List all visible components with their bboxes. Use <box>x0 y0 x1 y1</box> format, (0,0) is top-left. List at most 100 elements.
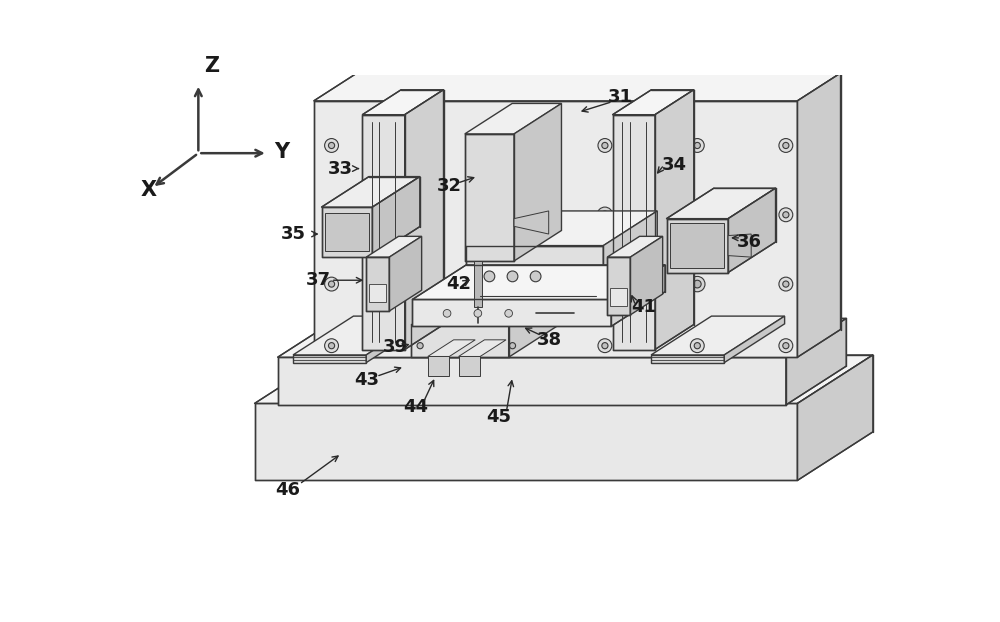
Circle shape <box>325 208 338 221</box>
Circle shape <box>779 208 793 221</box>
Circle shape <box>694 343 700 349</box>
Circle shape <box>783 211 789 218</box>
Circle shape <box>779 139 793 152</box>
Text: 45: 45 <box>486 407 511 425</box>
Circle shape <box>690 208 704 221</box>
Text: 32: 32 <box>437 177 462 195</box>
Circle shape <box>413 339 427 353</box>
Circle shape <box>509 281 516 288</box>
Polygon shape <box>389 236 422 311</box>
Text: 38: 38 <box>537 330 562 348</box>
Polygon shape <box>366 236 422 257</box>
Circle shape <box>325 139 338 152</box>
Text: 43: 43 <box>354 371 379 389</box>
Polygon shape <box>405 90 444 350</box>
Circle shape <box>602 343 608 349</box>
Polygon shape <box>613 90 694 114</box>
Polygon shape <box>412 299 611 327</box>
Circle shape <box>509 343 516 349</box>
Circle shape <box>328 211 335 218</box>
Polygon shape <box>366 316 427 363</box>
Polygon shape <box>325 213 369 251</box>
Circle shape <box>690 276 705 292</box>
Polygon shape <box>428 356 449 376</box>
Circle shape <box>598 339 612 353</box>
Circle shape <box>474 310 482 317</box>
Circle shape <box>505 310 512 317</box>
Circle shape <box>325 339 338 353</box>
Text: Y: Y <box>274 142 289 162</box>
Polygon shape <box>514 103 561 261</box>
Polygon shape <box>509 289 563 357</box>
Text: 41: 41 <box>631 298 656 316</box>
Polygon shape <box>369 284 386 302</box>
Circle shape <box>509 142 516 149</box>
Polygon shape <box>362 114 405 350</box>
Polygon shape <box>412 265 665 299</box>
Circle shape <box>779 339 793 353</box>
Circle shape <box>598 139 612 152</box>
Circle shape <box>601 211 609 218</box>
Polygon shape <box>293 355 366 363</box>
Polygon shape <box>655 90 694 350</box>
Polygon shape <box>362 90 444 114</box>
Polygon shape <box>728 234 751 257</box>
Circle shape <box>413 139 427 152</box>
Text: 34: 34 <box>662 156 687 174</box>
Circle shape <box>507 271 518 282</box>
Polygon shape <box>366 257 389 311</box>
Polygon shape <box>797 73 841 357</box>
Circle shape <box>783 281 789 287</box>
Polygon shape <box>322 177 420 207</box>
Polygon shape <box>314 101 797 357</box>
Circle shape <box>690 139 704 152</box>
Circle shape <box>783 343 789 349</box>
Polygon shape <box>314 73 841 101</box>
Polygon shape <box>322 207 372 257</box>
Text: 31: 31 <box>608 88 633 106</box>
Polygon shape <box>724 316 785 363</box>
Polygon shape <box>293 316 427 355</box>
Text: 46: 46 <box>275 481 300 499</box>
Polygon shape <box>670 223 724 268</box>
Circle shape <box>484 271 495 282</box>
Polygon shape <box>255 355 873 404</box>
Polygon shape <box>607 236 663 257</box>
Polygon shape <box>610 288 627 305</box>
Polygon shape <box>514 211 549 234</box>
Polygon shape <box>255 404 797 480</box>
Text: Z: Z <box>205 57 220 77</box>
Polygon shape <box>728 188 776 272</box>
Polygon shape <box>428 340 475 356</box>
Polygon shape <box>613 114 655 350</box>
Polygon shape <box>459 356 480 376</box>
Polygon shape <box>474 261 482 307</box>
Circle shape <box>694 142 700 149</box>
Circle shape <box>509 211 516 218</box>
Polygon shape <box>611 265 665 327</box>
Circle shape <box>417 142 423 149</box>
Circle shape <box>779 277 793 291</box>
Polygon shape <box>666 218 728 272</box>
Text: 33: 33 <box>328 160 353 177</box>
Circle shape <box>328 281 335 287</box>
Text: 44: 44 <box>403 398 428 416</box>
Polygon shape <box>372 177 420 257</box>
Circle shape <box>602 142 608 149</box>
Circle shape <box>597 207 613 223</box>
Circle shape <box>325 277 338 291</box>
Text: 39: 39 <box>383 338 408 356</box>
Circle shape <box>328 142 335 149</box>
Text: 42: 42 <box>446 275 471 293</box>
Circle shape <box>690 339 704 353</box>
Polygon shape <box>411 324 509 357</box>
Polygon shape <box>465 103 561 134</box>
Circle shape <box>443 310 451 317</box>
Circle shape <box>506 139 519 152</box>
Polygon shape <box>465 134 514 261</box>
Polygon shape <box>278 318 846 357</box>
Circle shape <box>505 276 520 292</box>
Polygon shape <box>666 188 776 218</box>
Circle shape <box>530 271 541 282</box>
Text: X: X <box>141 180 157 200</box>
